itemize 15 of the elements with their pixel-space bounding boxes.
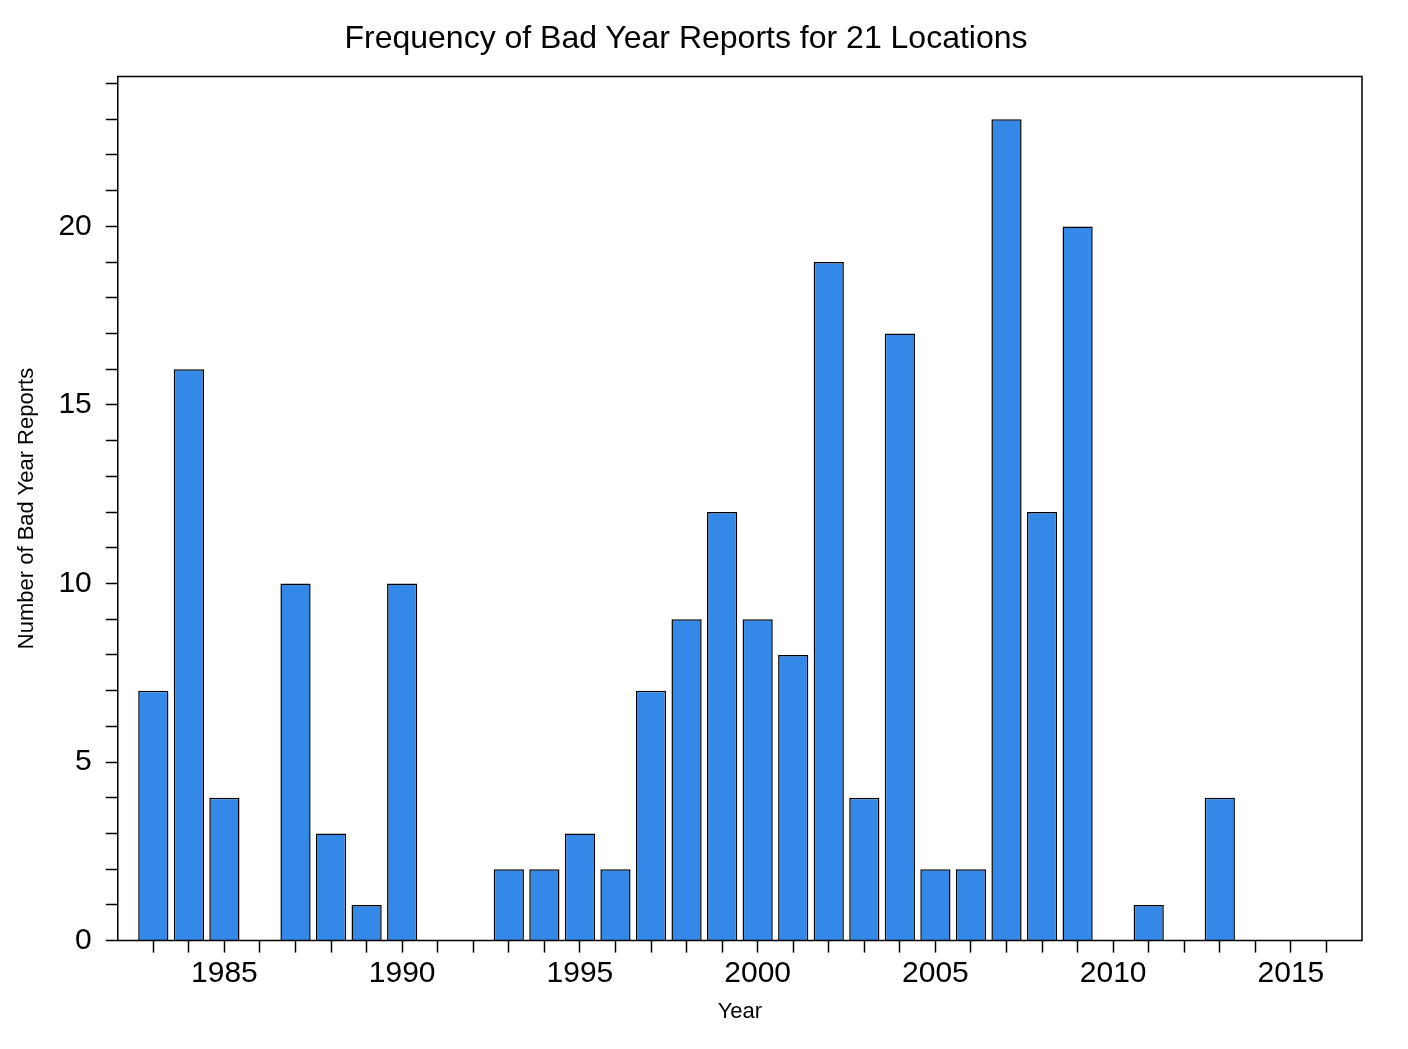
chart-title: Frequency of Bad Year Reports for 21 Locations [344,19,1028,56]
x-tick-label: 2010 [1079,954,1147,988]
x-tick-label: 2000 [724,954,792,988]
x-tick-label: 1985 [191,954,258,988]
x-axis-title: Year [717,997,763,1023]
x-tick-label: 2005 [902,954,969,988]
y-tick-label: 10 [58,564,92,598]
y-axis-title: Number of Bad Year Reports [13,367,39,650]
y-tick-label: 15 [58,386,92,420]
x-tick-label: 2015 [1257,954,1325,988]
x-tick-label: 1995 [546,954,614,988]
y-tick-label: 20 [58,207,92,241]
x-tick-label: 1990 [368,954,436,988]
y-tick-label: 0 [75,921,92,955]
y-tick-label: 5 [75,743,92,777]
